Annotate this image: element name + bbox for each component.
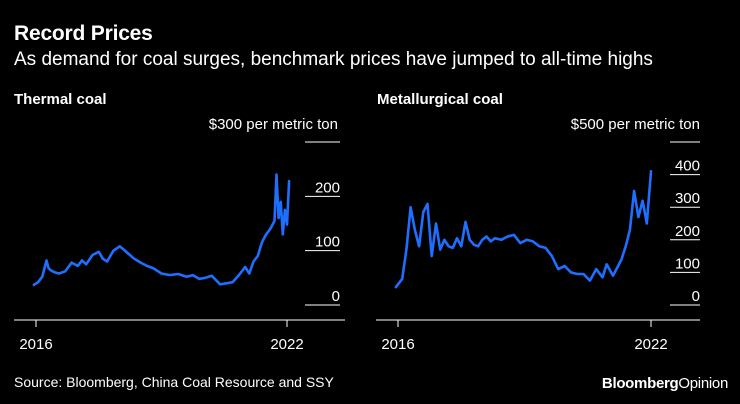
metallurgical-ytick-label-0: 0 xyxy=(692,288,700,305)
metallurgical-xtick-label-2016: 2016 xyxy=(381,336,414,353)
thermal-xtick-label-2016: 2016 xyxy=(19,336,52,353)
metallurgical-xtick-label-2022: 2022 xyxy=(634,336,667,353)
brand-logo: BloombergOpinion xyxy=(602,375,728,392)
chart-title: Record Prices xyxy=(14,22,153,45)
thermal-ytick-label-0: 0 xyxy=(332,288,340,305)
chart-subtitle: As demand for coal surges, benchmark pri… xyxy=(14,49,653,70)
metallurgical-chart: 0 100 200 300 400 2016 2022 xyxy=(376,141,700,353)
metallurgical-ytick-label-300: 300 xyxy=(675,190,700,207)
thermal-ytick-label-100: 100 xyxy=(315,234,340,251)
metallurgical-panel-title: Metallurgical coal xyxy=(377,91,503,108)
thermal-chart: 0 100 200 2016 2022 xyxy=(14,141,345,353)
metallurgical-unit-label: $500 per metric ton xyxy=(570,116,700,133)
metallurgical-series-line xyxy=(394,170,653,289)
thermal-ytick-label-200: 200 xyxy=(315,179,340,196)
brand-main: Bloomberg xyxy=(601,375,679,392)
thermal-unit-label: $300 per metric ton xyxy=(208,116,338,133)
brand-sub: Opinion xyxy=(678,375,728,392)
thermal-panel-title: Thermal coal xyxy=(14,91,107,108)
metallurgical-ytick-label-200: 200 xyxy=(675,223,700,240)
thermal-xtick-label-2022: 2022 xyxy=(270,336,303,353)
thermal-series-line xyxy=(32,173,291,287)
metallurgical-ytick-label-100: 100 xyxy=(675,255,700,272)
metallurgical-ytick-label-400: 400 xyxy=(675,158,700,175)
source-note: Source: Bloomberg, China Coal Resource a… xyxy=(14,374,334,390)
